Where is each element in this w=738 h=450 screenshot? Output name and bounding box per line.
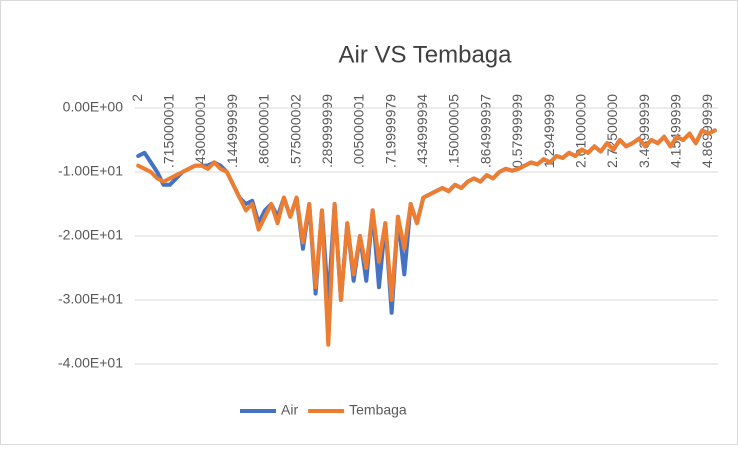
y-tick-label: -3.00E+01 — [58, 291, 123, 307]
legend-label: Tembaga — [349, 402, 407, 418]
line-series — [136, 128, 717, 347]
x-tick-label: 3.430000001 — [192, 94, 208, 176]
x-tick-label: 7.005000001 — [351, 94, 367, 176]
x-tick-label: 5.575000002 — [287, 94, 303, 176]
x-tick-label: 6.289999999 — [319, 94, 335, 176]
y-tick-label: 0.00E+00 — [63, 99, 124, 115]
x-tick-label: 12.01000000 — [572, 94, 588, 176]
x-tick-label: 12.72500000 — [604, 94, 620, 176]
x-tick-label: 4.144999999 — [224, 94, 240, 176]
x-axis-labels: 2 2.715000001 3.430000001 4.144999999 4.8600… — [129, 94, 715, 176]
x-tick-label: 2 — [129, 94, 145, 102]
x-tick-label: 13.43999999 — [636, 94, 652, 176]
x-tick-label: 14.15499999 — [668, 94, 684, 176]
x-tick-label: 9.150000005 — [446, 94, 462, 176]
chart-title: Air VS Tembaga — [339, 41, 513, 68]
y-tick-label: -1.00E+01 — [58, 163, 123, 179]
x-tick-label: 8.434999994 — [414, 94, 430, 176]
x-tick-label: 7.719999979 — [382, 94, 398, 176]
legend-label: Air — [281, 402, 298, 418]
x-tick-label: 4.860000001 — [256, 94, 272, 176]
x-tick-label: 11.29499999 — [541, 94, 557, 175]
y-tick-label: -2.00E+01 — [58, 227, 123, 243]
x-tick-label: 9.864999997 — [477, 94, 493, 176]
y-tick-label: -4.00E+01 — [58, 355, 123, 371]
x-tick-label: 2.715000001 — [161, 94, 177, 176]
x-tick-label: 10.57999999 — [509, 94, 525, 176]
